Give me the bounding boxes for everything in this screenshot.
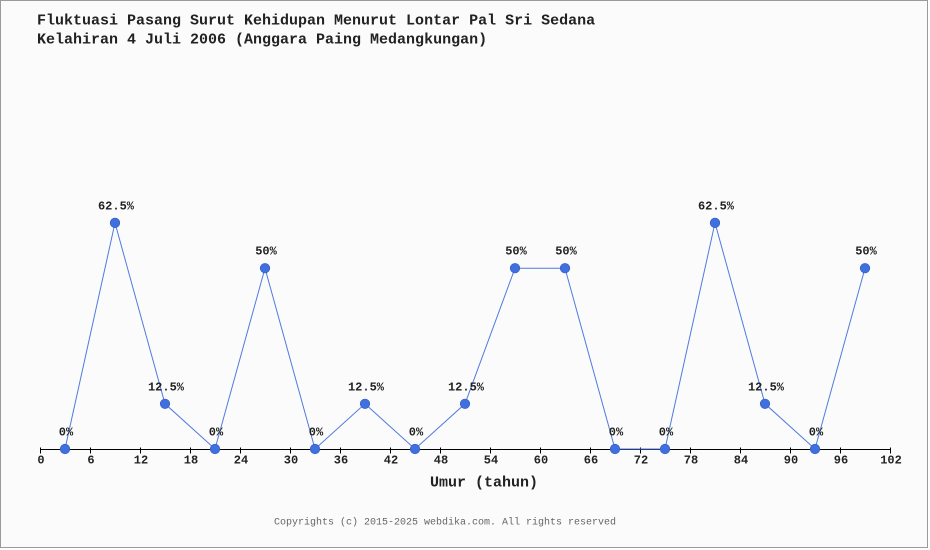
svg-text:54: 54 [484,454,498,468]
svg-text:50%: 50% [855,245,877,259]
svg-text:Umur (tahun): Umur (tahun) [430,475,538,492]
svg-text:50%: 50% [505,245,527,259]
svg-text:0%: 0% [659,426,674,440]
svg-text:0%: 0% [609,426,624,440]
svg-text:42: 42 [384,454,398,468]
svg-text:84: 84 [734,454,748,468]
svg-text:Fluktuasi Pasang Surut Kehidup: Fluktuasi Pasang Surut Kehidupan Menurut… [37,13,595,30]
svg-text:24: 24 [234,454,248,468]
svg-text:0%: 0% [59,426,74,440]
svg-text:60: 60 [534,454,548,468]
svg-text:50%: 50% [255,245,277,259]
svg-text:12: 12 [134,454,148,468]
svg-text:0%: 0% [409,426,424,440]
svg-text:102: 102 [880,454,902,468]
svg-text:50%: 50% [555,245,577,259]
svg-text:48: 48 [434,454,448,468]
svg-text:12.5%: 12.5% [348,380,385,394]
svg-text:12.5%: 12.5% [448,380,485,394]
svg-text:62.5%: 62.5% [98,199,135,213]
svg-text:12.5%: 12.5% [148,380,185,394]
svg-text:36: 36 [334,454,348,468]
svg-text:Copyrights (c) 2015-2025 webdi: Copyrights (c) 2015-2025 webdika.com. Al… [274,517,616,529]
svg-text:6: 6 [87,454,94,468]
svg-text:66: 66 [584,454,598,468]
svg-text:72: 72 [634,454,648,468]
svg-text:12.5%: 12.5% [748,380,785,394]
svg-text:0: 0 [37,454,44,468]
svg-text:Kelahiran 4 Juli 2006 (Anggara: Kelahiran 4 Juli 2006 (Anggara Paing Med… [37,32,487,49]
svg-text:18: 18 [184,454,198,468]
svg-text:0%: 0% [309,426,324,440]
svg-text:78: 78 [684,454,698,468]
svg-text:62.5%: 62.5% [698,199,735,213]
svg-text:0%: 0% [809,426,824,440]
svg-text:96: 96 [834,454,848,468]
svg-text:30: 30 [284,454,298,468]
svg-text:90: 90 [784,454,798,468]
svg-text:0%: 0% [209,426,224,440]
